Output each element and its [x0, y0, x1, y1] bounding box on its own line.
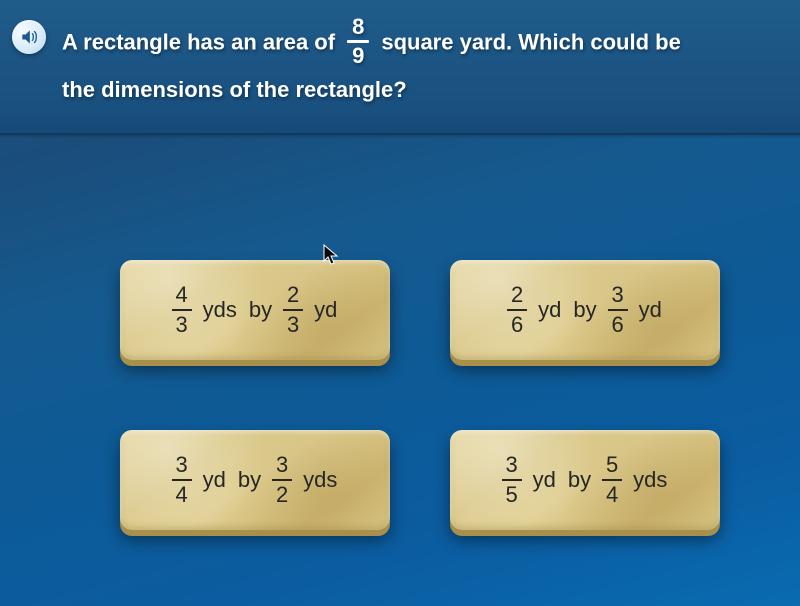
unit-label: yd	[538, 297, 561, 323]
by-label: by	[573, 297, 596, 323]
answers-grid: 4 3 yds by 2 3 yd 2 6 yd by 3 6 yd 3	[0, 260, 800, 530]
fraction: 2 6	[507, 284, 527, 336]
unit-label: yds	[633, 467, 667, 493]
speaker-icon	[19, 27, 39, 47]
unit-label: yds	[303, 467, 337, 493]
by-label: by	[249, 297, 272, 323]
question-panel: A rectangle has an area of 8 9 square ya…	[0, 0, 800, 135]
fraction: 3 6	[608, 284, 628, 336]
unit-label: yd	[533, 467, 556, 493]
fraction: 3 2	[272, 454, 292, 506]
answer-option-d[interactable]: 3 5 yd by 5 4 yds	[450, 430, 720, 530]
unit-label: yds	[203, 297, 237, 323]
by-label: by	[238, 467, 261, 493]
question-mid: square yard. Which could be	[381, 29, 681, 54]
fraction: 4 3	[172, 284, 192, 336]
question-fraction: 8 9	[347, 16, 369, 67]
unit-label: yd	[203, 467, 226, 493]
question-pre: A rectangle has an area of	[62, 29, 335, 54]
fraction: 3 5	[502, 454, 522, 506]
fraction: 5 4	[602, 454, 622, 506]
question-text: A rectangle has an area of 8 9 square ya…	[62, 18, 770, 111]
unit-label: yd	[314, 297, 337, 323]
unit-label: yd	[639, 297, 662, 323]
fraction: 2 3	[283, 284, 303, 336]
audio-play-button[interactable]	[12, 20, 46, 54]
answer-option-b[interactable]: 2 6 yd by 3 6 yd	[450, 260, 720, 360]
fraction: 3 4	[172, 454, 192, 506]
by-label: by	[568, 467, 591, 493]
question-line2: the dimensions of the rectangle?	[62, 77, 407, 102]
answer-option-c[interactable]: 3 4 yd by 3 2 yds	[120, 430, 390, 530]
answer-option-a[interactable]: 4 3 yds by 2 3 yd	[120, 260, 390, 360]
